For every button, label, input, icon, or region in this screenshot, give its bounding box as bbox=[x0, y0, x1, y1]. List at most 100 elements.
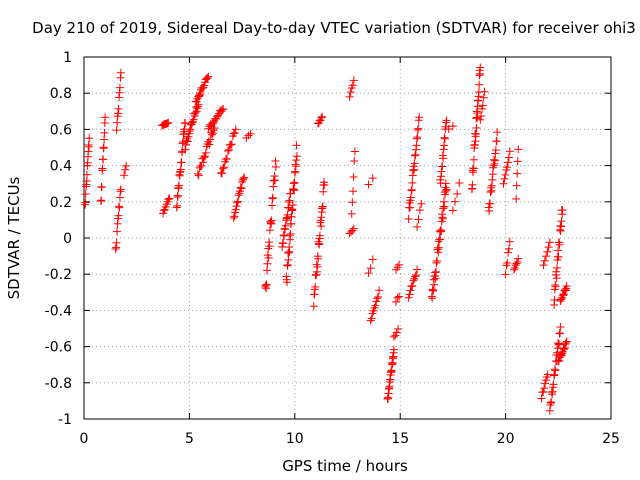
data-point bbox=[441, 190, 450, 199]
data-point bbox=[120, 171, 129, 180]
data-point bbox=[468, 180, 477, 189]
data-point bbox=[472, 114, 481, 123]
data-point bbox=[389, 345, 398, 354]
data-point bbox=[485, 206, 494, 215]
data-point bbox=[544, 243, 553, 252]
data-point bbox=[549, 380, 558, 389]
data-point bbox=[404, 293, 413, 302]
data-point bbox=[553, 263, 562, 272]
data-point bbox=[414, 215, 423, 224]
data-point bbox=[318, 202, 327, 211]
data-point bbox=[116, 68, 125, 77]
data-point bbox=[232, 202, 241, 211]
data-point bbox=[559, 290, 568, 299]
data-point bbox=[230, 212, 239, 221]
data-point bbox=[490, 156, 499, 165]
data-point bbox=[263, 259, 272, 268]
data-point bbox=[560, 345, 569, 354]
data-point bbox=[513, 258, 522, 267]
data-point bbox=[181, 145, 190, 154]
data-point bbox=[493, 128, 502, 137]
data-point bbox=[345, 92, 354, 101]
data-point bbox=[512, 194, 521, 203]
data-point bbox=[547, 397, 556, 406]
data-point bbox=[284, 255, 293, 264]
data-point bbox=[436, 179, 445, 188]
data-point bbox=[395, 260, 404, 269]
data-point bbox=[346, 88, 355, 97]
data-point bbox=[188, 117, 197, 126]
data-point bbox=[186, 125, 195, 134]
data-point bbox=[347, 209, 356, 218]
data-point bbox=[286, 229, 295, 238]
data-point bbox=[430, 280, 439, 289]
data-point bbox=[368, 174, 377, 183]
data-point bbox=[514, 254, 523, 263]
data-point bbox=[98, 164, 107, 173]
data-point bbox=[414, 124, 423, 133]
data-point bbox=[504, 244, 513, 253]
data-point bbox=[539, 387, 548, 396]
data-point bbox=[375, 286, 384, 295]
data-point bbox=[194, 92, 203, 101]
data-point bbox=[411, 272, 420, 281]
data-point bbox=[373, 294, 382, 303]
data-point bbox=[428, 294, 437, 303]
data-point bbox=[500, 174, 509, 183]
x-tick-label: 25 bbox=[602, 431, 620, 447]
data-point bbox=[412, 141, 421, 150]
data-point bbox=[223, 146, 232, 155]
data-point bbox=[85, 134, 94, 143]
data-point bbox=[556, 323, 565, 332]
data-point bbox=[455, 178, 464, 187]
y-tick-label: 0.6 bbox=[50, 122, 72, 138]
data-point bbox=[173, 201, 182, 210]
data-point bbox=[285, 247, 294, 256]
data-point bbox=[469, 155, 478, 164]
data-point bbox=[551, 366, 560, 375]
data-point bbox=[81, 190, 90, 199]
data-point bbox=[229, 129, 238, 138]
data-point bbox=[283, 278, 292, 287]
data-point bbox=[317, 222, 326, 231]
data-point bbox=[561, 286, 570, 295]
data-point bbox=[562, 338, 571, 347]
data-point bbox=[97, 183, 106, 192]
data-point bbox=[469, 164, 478, 173]
data-point bbox=[113, 227, 122, 236]
data-point bbox=[181, 140, 190, 149]
data-point bbox=[209, 126, 218, 135]
data-point bbox=[470, 140, 479, 149]
data-point bbox=[477, 112, 486, 121]
data-point bbox=[510, 265, 519, 274]
data-point bbox=[540, 384, 549, 393]
data-point bbox=[479, 93, 488, 102]
data-point bbox=[97, 196, 106, 205]
data-point bbox=[122, 161, 131, 170]
data-point bbox=[514, 145, 523, 154]
data-point bbox=[312, 260, 321, 269]
data-point bbox=[505, 237, 514, 246]
data-point bbox=[292, 141, 301, 150]
data-point bbox=[350, 147, 359, 156]
x-axis: 0 5 10 15 20 25 bbox=[80, 57, 620, 447]
data-point bbox=[431, 274, 440, 283]
data-point bbox=[513, 169, 522, 178]
data-point bbox=[112, 126, 121, 135]
plot-frame bbox=[83, 56, 612, 420]
data-point bbox=[502, 261, 511, 270]
y-tick-label: -0.8 bbox=[45, 376, 72, 392]
data-point bbox=[233, 198, 242, 207]
data-point bbox=[501, 170, 510, 179]
data-point bbox=[438, 162, 447, 171]
data-point bbox=[504, 153, 513, 162]
data-point bbox=[164, 118, 173, 127]
data-point bbox=[231, 205, 240, 214]
data-point bbox=[541, 379, 550, 388]
data-point bbox=[311, 282, 320, 291]
data-point bbox=[265, 242, 274, 251]
y-tick-label: 0.4 bbox=[50, 159, 72, 175]
data-point bbox=[554, 252, 563, 261]
data-point bbox=[513, 157, 522, 166]
